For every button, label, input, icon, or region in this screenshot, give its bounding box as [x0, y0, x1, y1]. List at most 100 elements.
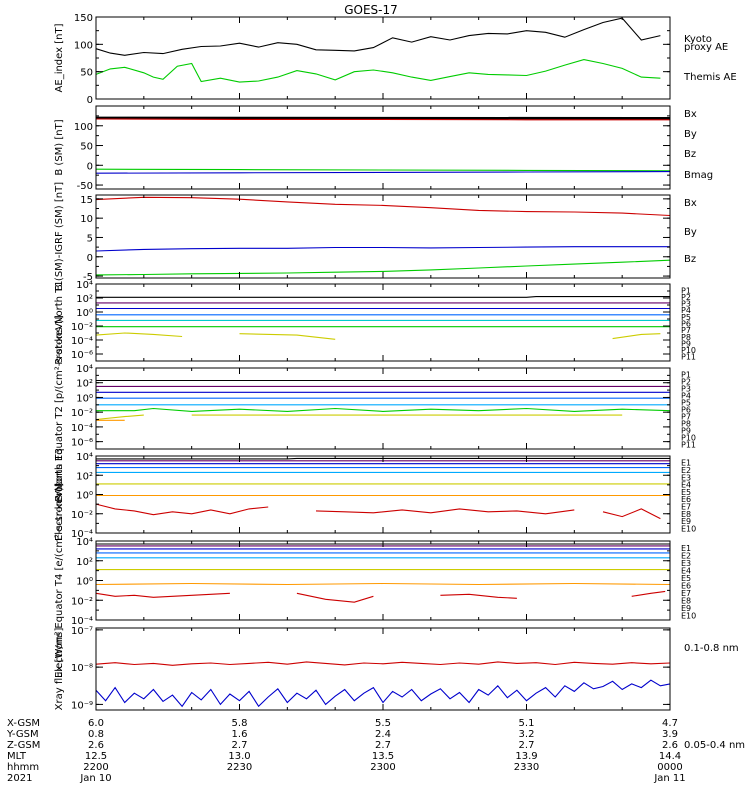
tick-value-zgsm: 2.7 [232, 740, 248, 751]
legend-entry: P8 [681, 420, 691, 429]
legend-entry: E7 [681, 589, 691, 598]
series-line [95, 661, 671, 666]
y-tick-label: 10⁻² [71, 408, 93, 419]
legend-entry: E2 [681, 466, 691, 475]
tick-value-xgsm: 5.1 [519, 718, 535, 729]
legend-entry: Bx [684, 198, 697, 209]
legend-entry: P3 [681, 300, 691, 309]
row-label: hhmm [7, 762, 39, 773]
legend-entry: By [684, 129, 697, 140]
y-tick-label: -5 [83, 272, 93, 283]
legend-entry: E3 [681, 473, 691, 482]
legend-entry: P8 [681, 333, 691, 342]
y-tick-label: 10⁰ [76, 308, 93, 319]
series-line [95, 679, 671, 708]
legend-entry: P3 [681, 385, 691, 394]
tick-value-mlt: 14.4 [659, 751, 681, 762]
series-line [612, 333, 661, 340]
y-tick-label: 10⁻⁴ [71, 423, 93, 434]
legend-entry: P7 [681, 326, 691, 335]
tick-value-zgsm: 2.6 [662, 740, 678, 751]
legend-entry: E5 [681, 574, 691, 583]
series-line [95, 592, 230, 598]
series-line [95, 17, 661, 56]
y-tick-label: 10⁰ [76, 491, 93, 502]
tick-value-xgsm: 5.8 [232, 718, 248, 729]
y-tick-label: 50 [80, 142, 93, 153]
y-tick-label: 15 [80, 195, 93, 206]
legend-entry: P11 [681, 353, 696, 362]
legend-entry: E5 [681, 488, 691, 497]
tick-value-hhmm: 2230 [227, 762, 252, 773]
y-tick-label: 10² [76, 294, 93, 305]
legend-entry: P5 [681, 399, 691, 408]
y-axis-label: B (SM) [nT] [54, 119, 65, 175]
legend-entry: P2 [681, 293, 691, 302]
panel-frame [95, 283, 671, 362]
series-line [96, 296, 670, 298]
tick-value-xgsm: 4.7 [662, 718, 678, 729]
y-tick-label: 10 [80, 214, 93, 225]
row-label: Z-GSM [7, 740, 40, 751]
tick-value-xgsm: 5.5 [375, 718, 391, 729]
legend-entry: P4 [681, 306, 691, 315]
panel-8: 10⁻⁹ 10⁻⁸ 10⁻⁷ Xray flux [W/m²] 0.1-0.8 nm 0.… [54, 626, 745, 751]
legend-entry: E4 [681, 481, 691, 490]
y-axis-label: B (SM)-IGRF (SM) [nT] [54, 182, 65, 291]
tick-value-mlt: 13.0 [228, 751, 250, 762]
legend-entry: Bz [684, 149, 696, 160]
series-line [95, 259, 671, 276]
panel-5: 10⁻⁶ 10⁻⁴ 10⁻² 10⁰ 10² 10⁴ Protons Equator T2 … [54, 315, 696, 502]
tick-value-ygsm: 0.8 [88, 729, 104, 740]
y-tick-label: 100 [74, 40, 93, 51]
panel-frame [95, 627, 671, 711]
y-tick-label: 10⁰ [76, 393, 93, 404]
legend-entry: E8 [681, 596, 691, 605]
y-tick-label: 10² [76, 471, 93, 482]
series-line [95, 118, 670, 121]
legend-entry: E9 [681, 604, 691, 613]
series-line [95, 59, 661, 83]
tick-value-mlt: 12.5 [85, 751, 107, 762]
y-tick-label: 0 [87, 253, 93, 264]
tick-value-mlt: 13.9 [515, 751, 537, 762]
panel-7: 10⁻⁴ 10⁻² 10⁰ 10² 10⁴ Electrons Equator T4 [e… [54, 483, 696, 678]
tick-value-zgsm: 2.7 [375, 740, 391, 751]
y-tick-label: 10⁻² [71, 596, 93, 607]
y-tick-label: 150 [74, 13, 93, 24]
legend-entry: P1 [681, 286, 691, 295]
series-line [95, 582, 671, 586]
y-tick-label: 0 [87, 161, 93, 172]
legend-entry: Bmag [684, 170, 713, 181]
legend-entry: P6 [681, 406, 691, 415]
legend-entry: E2 [681, 551, 691, 560]
legend-entry: P2 [681, 378, 691, 387]
tick-value-xgsm: 6.0 [88, 718, 104, 729]
y-tick-label: 10⁻⁸ [71, 663, 93, 674]
legend-entry: E7 [681, 502, 691, 511]
series-line [95, 246, 670, 252]
y-tick-label: 10⁻² [71, 510, 93, 521]
tick-value-hhmm: 2200 [83, 762, 108, 773]
y-axis-label: AE_index [nT] [54, 23, 65, 92]
legend-entry: P11 [681, 441, 696, 450]
panel-frame [95, 194, 671, 279]
series-line [296, 592, 374, 603]
y-tick-label: 10² [76, 557, 93, 568]
y-tick-label: 10² [76, 379, 93, 390]
y-tick-label: 10⁻² [71, 322, 93, 333]
y-axis-label: Protons Equator T2 [p/(cm²-s-sr-keV)] [54, 315, 65, 502]
y-tick-label: 10⁻⁴ [71, 529, 93, 540]
row-label: 2021 [7, 773, 32, 784]
legend-entry: P9 [681, 427, 691, 436]
series-line [315, 508, 575, 515]
legend-entry: Themis AE [683, 72, 737, 83]
tick-value-date: Jan 10 [79, 773, 111, 784]
panel-2: -50 0 50 100 B (SM) [nT] Bx By Bz Bmag [54, 105, 713, 192]
legend-entry: E6 [681, 495, 691, 504]
y-axis-label: Xray flux [W/m²] [54, 628, 65, 711]
y-tick-label: 50 [80, 68, 93, 79]
